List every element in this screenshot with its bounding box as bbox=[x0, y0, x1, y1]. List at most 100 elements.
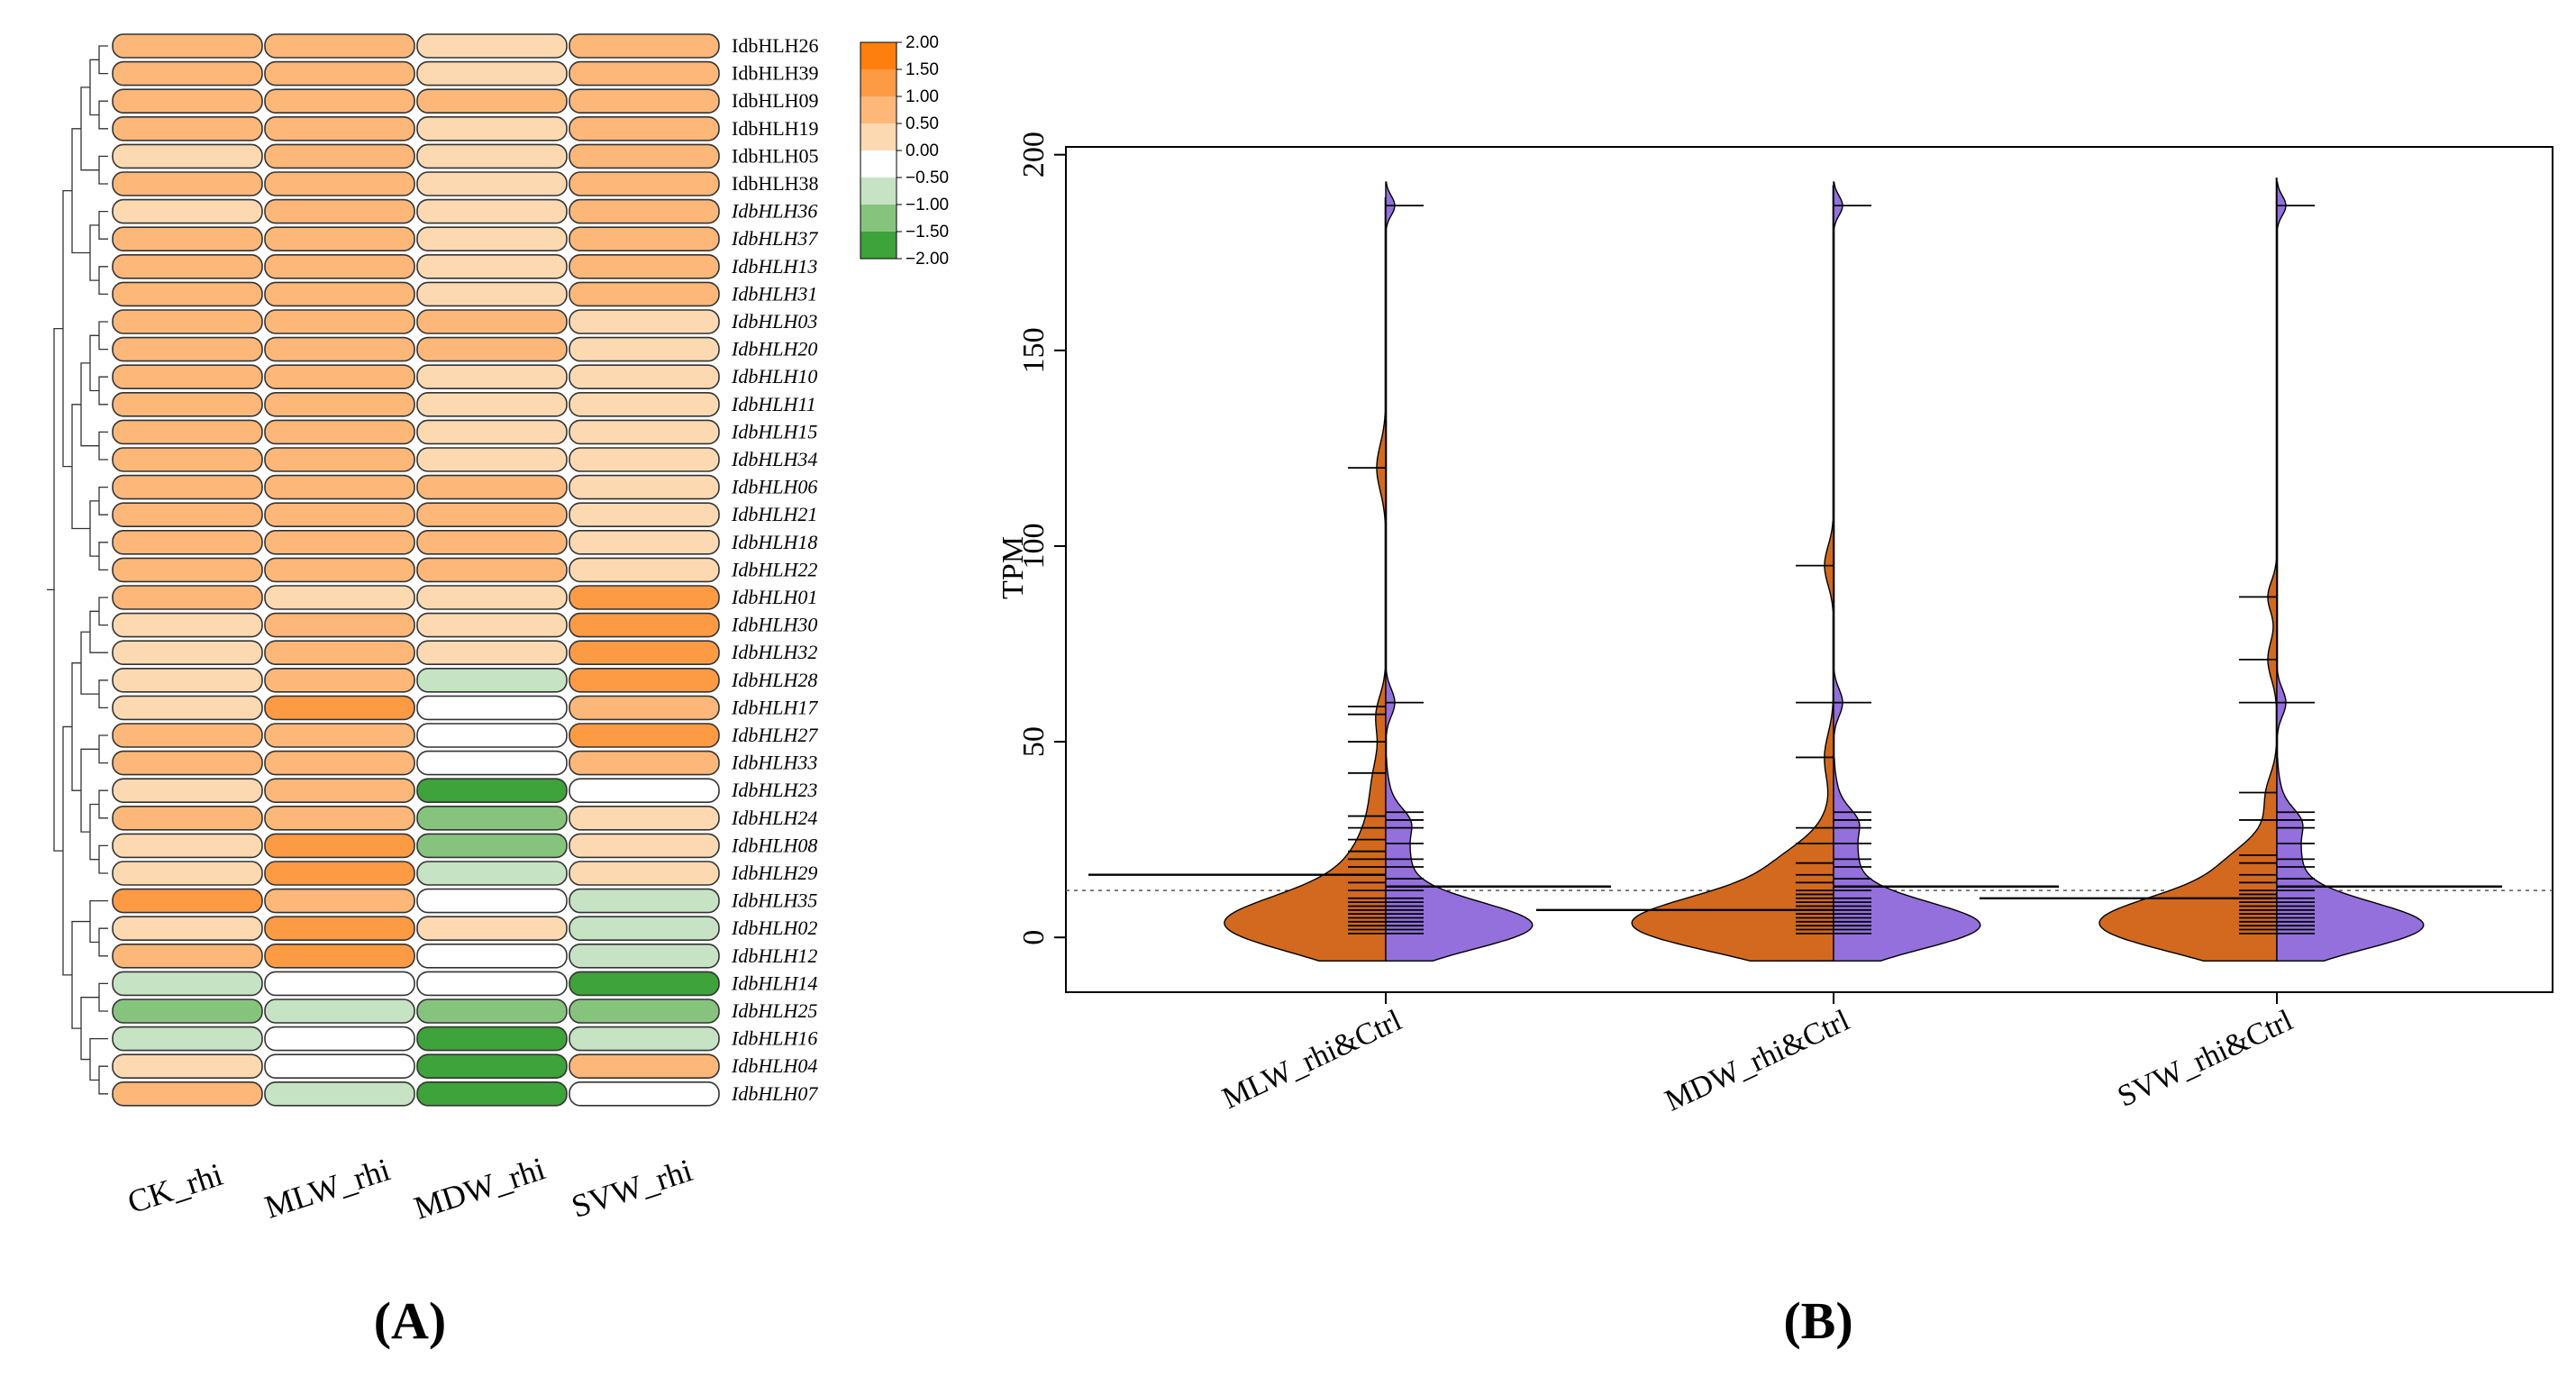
heatmap-cell bbox=[264, 447, 415, 472]
gene-label: IdbHLH32 bbox=[731, 641, 817, 663]
x-axis-labels: MLW_rhi&Ctrl MDW_rhi&Ctrl SVW_rhi&Ctrl bbox=[1217, 992, 2298, 1118]
heatmap-cells bbox=[112, 33, 720, 1107]
heatmap-cell bbox=[112, 944, 263, 969]
gene-label: IdbHLH12 bbox=[731, 944, 817, 967]
heatmap-cell bbox=[569, 723, 720, 748]
heatmap-cell bbox=[264, 750, 415, 776]
heatmap-cell bbox=[112, 253, 263, 279]
heatmap-cell bbox=[416, 585, 568, 610]
gene-label: IdbHLH01 bbox=[731, 586, 817, 608]
heatmap-cell bbox=[569, 1053, 720, 1079]
heatmap-cell bbox=[112, 336, 263, 362]
heatmap-cell bbox=[112, 612, 263, 638]
heatmap-cell bbox=[569, 336, 720, 362]
legend-swatch bbox=[860, 96, 897, 123]
gene-label: IdbHLH14 bbox=[731, 971, 817, 994]
y-tick-label: 0 bbox=[1017, 930, 1051, 945]
legend-tick-label: −1.50 bbox=[906, 223, 949, 242]
heatmap-cell bbox=[264, 916, 415, 942]
panel-a-label: (A) bbox=[374, 1291, 447, 1350]
heatmap-cell bbox=[264, 778, 415, 804]
heatmap-cell bbox=[112, 33, 263, 59]
gene-label: IdbHLH24 bbox=[731, 807, 817, 829]
gene-label: IdbHLH03 bbox=[731, 310, 817, 333]
violin-right-half bbox=[2276, 181, 2425, 962]
heatmap-cell bbox=[264, 391, 415, 417]
heatmap-cell bbox=[416, 253, 568, 279]
heatmap-cell bbox=[416, 999, 568, 1024]
legend-swatch bbox=[860, 123, 897, 150]
dendrogram-branch bbox=[98, 542, 108, 571]
heatmap-cell bbox=[569, 253, 720, 279]
heatmap-cell bbox=[569, 944, 720, 969]
heatmap-cell bbox=[264, 805, 415, 831]
heatmap-cell bbox=[569, 88, 720, 114]
heatmap-cell bbox=[264, 33, 415, 59]
legend-tick-label: 0.50 bbox=[906, 114, 939, 133]
legend-tick-label: 1.50 bbox=[906, 60, 939, 79]
x-tick-label: MLW_rhi&Ctrl bbox=[1217, 1004, 1406, 1116]
heatmap-cell bbox=[264, 281, 415, 307]
heatmap-cell bbox=[569, 474, 720, 500]
heatmap-cell bbox=[264, 667, 415, 693]
column-label: MDW_rhi bbox=[410, 1150, 550, 1226]
gene-label: IdbHLH31 bbox=[731, 282, 817, 305]
dendrogram-branch bbox=[98, 210, 108, 240]
dendrogram-branch bbox=[98, 376, 108, 406]
heatmap-cell bbox=[569, 695, 720, 721]
heatmap-cell bbox=[569, 391, 720, 417]
gene-label: IdbHLH06 bbox=[731, 476, 817, 498]
gene-label: IdbHLH18 bbox=[731, 531, 817, 553]
heatmap-cell bbox=[112, 640, 263, 666]
heatmap-cell bbox=[264, 971, 415, 997]
heatmap-cell bbox=[112, 888, 263, 914]
heatmap-cell bbox=[264, 999, 415, 1024]
heatmap-cell bbox=[112, 171, 263, 196]
dendrogram-branch bbox=[98, 431, 108, 461]
heatmap-cell bbox=[569, 364, 720, 390]
dendrogram-branch bbox=[98, 982, 108, 1012]
heatmap-cell bbox=[569, 198, 720, 224]
heatmap-cell bbox=[416, 695, 568, 721]
heatmap-cell bbox=[416, 557, 568, 583]
dendrogram-branch bbox=[89, 500, 99, 557]
x-tick-label: MDW_rhi&Ctrl bbox=[1660, 1004, 1854, 1118]
heatmap-cell bbox=[416, 888, 568, 914]
dendrogram-branch bbox=[98, 734, 108, 764]
dendrogram-branch bbox=[98, 789, 108, 819]
violins bbox=[1088, 177, 2502, 962]
gene-label: IdbHLH20 bbox=[731, 338, 817, 360]
dendrogram-branch bbox=[98, 155, 108, 185]
heatmap-cell bbox=[569, 1026, 720, 1052]
gene-label: IdbHLH05 bbox=[732, 144, 819, 167]
y-axis: 0 50 100 150 200 bbox=[1017, 132, 1066, 945]
gene-label: IdbHLH34 bbox=[731, 448, 817, 470]
heatmap-cell bbox=[569, 750, 720, 776]
heatmap-cell bbox=[112, 695, 263, 721]
heatmap-cell bbox=[569, 33, 720, 59]
column-label: CK_rhi bbox=[123, 1156, 227, 1220]
gene-label: IdbHLH33 bbox=[731, 752, 817, 774]
heatmap-cell bbox=[112, 447, 263, 472]
y-tick-label: 200 bbox=[1017, 132, 1051, 178]
heatmap-cell bbox=[569, 447, 720, 472]
heatmap-cell bbox=[264, 226, 415, 251]
heatmap-cell bbox=[416, 33, 568, 59]
heatmap-cell bbox=[112, 391, 263, 417]
heatmap-cell bbox=[416, 667, 568, 693]
heatmap-cell bbox=[416, 60, 568, 87]
heatmap-cell bbox=[416, 944, 568, 969]
legend-swatch bbox=[860, 232, 897, 259]
heatmap-cell bbox=[569, 419, 720, 445]
gene-label: IdbHLH19 bbox=[732, 117, 819, 140]
gene-label: IdbHLH15 bbox=[731, 420, 817, 442]
violin-group bbox=[1980, 177, 2502, 962]
heatmap-cell bbox=[112, 364, 263, 390]
heatmap-cell bbox=[264, 419, 415, 445]
heatmap-cell bbox=[112, 116, 263, 141]
heatmap-cell bbox=[264, 861, 415, 886]
row-dendrogram bbox=[47, 45, 108, 1095]
heatmap-cell bbox=[264, 640, 415, 666]
legend-swatch bbox=[860, 178, 897, 205]
dendrogram-branch bbox=[98, 100, 108, 130]
